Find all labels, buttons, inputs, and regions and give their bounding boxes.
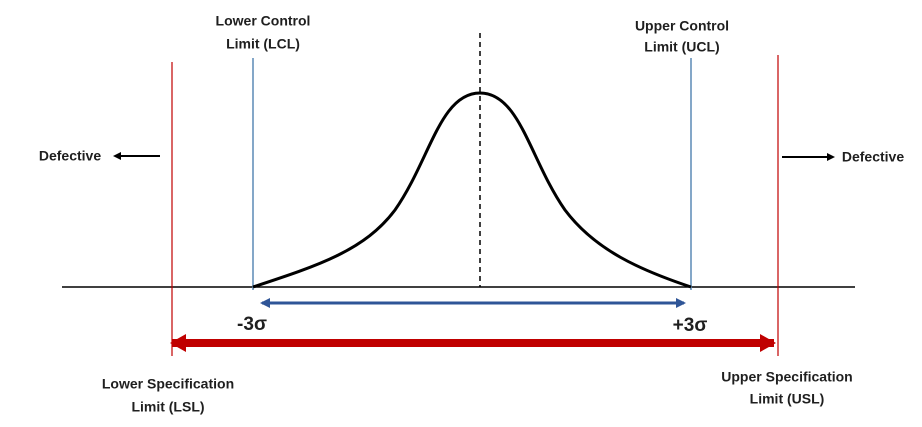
sigma-label: +3σ (673, 315, 708, 336)
lcl-label: Limit (LCL) (226, 36, 300, 52)
defective-label: Defective (39, 148, 101, 164)
lsl-label: Lower Specification (102, 376, 234, 392)
bell-curve (252, 91, 692, 289)
ucl-label: Limit (UCL) (644, 39, 719, 55)
defective-label: Defective (842, 149, 904, 165)
lcl-label: Lower Control (216, 13, 311, 29)
lsl-label: Limit (LSL) (131, 399, 204, 415)
usl-label: Limit (USL) (750, 391, 825, 407)
ucl-label: Upper Control (635, 18, 729, 34)
usl-label: Upper Specification (721, 369, 852, 385)
sigma-label: -3σ (237, 314, 267, 335)
